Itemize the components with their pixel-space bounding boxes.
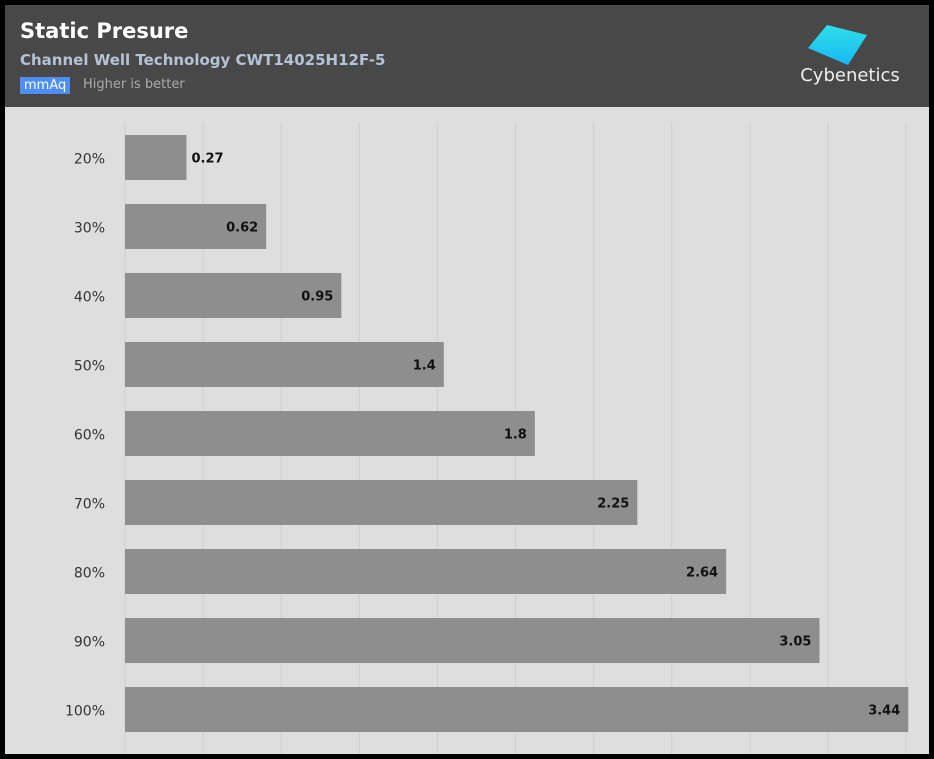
bar-chart: 20% 0.27 30% 0.62 40% 0.95 50% 1.4 60% 1.8 70% 2.25… xyxy=(65,122,909,754)
unit-badge: mmAq xyxy=(20,77,71,94)
higher-is-better-note: Higher is better xyxy=(83,77,185,92)
bar xyxy=(125,480,638,525)
value-label: 2.25 xyxy=(597,497,629,512)
category-label: 50% xyxy=(74,359,105,375)
bar xyxy=(125,687,909,732)
value-label: 1.4 xyxy=(413,359,436,374)
category-label: 70% xyxy=(74,497,105,513)
bar xyxy=(125,618,820,663)
category-label: 100% xyxy=(65,704,105,720)
chart-header: Static Presure Channel Well Technology C… xyxy=(5,5,929,107)
category-label: 40% xyxy=(74,290,105,306)
bar xyxy=(125,204,267,249)
chart-subtitle: Channel Well Technology CWT14025H12F-5 xyxy=(20,51,386,69)
bar xyxy=(125,549,727,594)
value-label: 0.27 xyxy=(191,152,223,167)
category-label: 90% xyxy=(74,635,105,651)
value-label: 0.95 xyxy=(301,290,333,305)
category-label: 20% xyxy=(74,152,105,168)
bar xyxy=(125,273,342,318)
value-label: 3.44 xyxy=(868,704,900,719)
logo-text: Cybenetics xyxy=(800,65,900,86)
bar xyxy=(125,135,187,180)
cybenetics-logo: Cybenetics xyxy=(800,23,910,93)
value-label: 3.05 xyxy=(779,635,811,650)
category-label: 60% xyxy=(74,428,105,444)
chart-title: Static Presure xyxy=(20,19,189,43)
bar xyxy=(125,342,444,387)
value-label: 0.62 xyxy=(226,221,258,236)
value-label: 1.8 xyxy=(504,428,527,443)
category-label: 30% xyxy=(74,221,105,237)
bar xyxy=(125,411,535,456)
value-label: 2.64 xyxy=(686,566,718,581)
logo-diamond-icon xyxy=(808,25,867,65)
category-label: 80% xyxy=(74,566,105,582)
